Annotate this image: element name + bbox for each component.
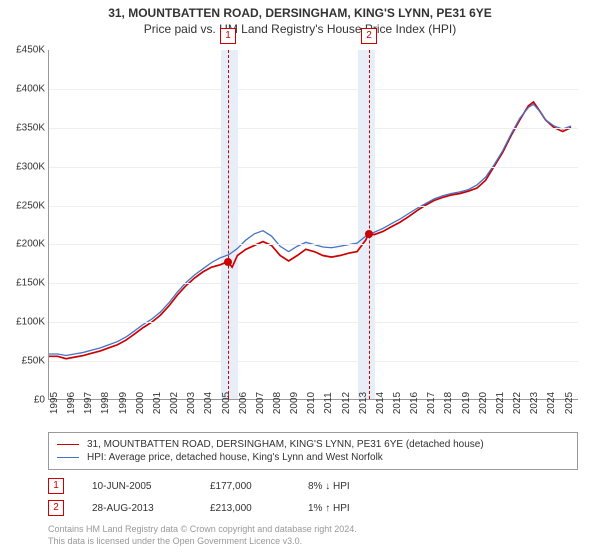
y-axis-label: £400K [16, 83, 45, 94]
y-axis-label: £50K [22, 356, 45, 367]
x-axis-label: 2006 [238, 392, 249, 414]
sale-marker-2: 2 [48, 500, 64, 516]
y-axis-label: £100K [16, 317, 45, 328]
gridline [49, 206, 578, 207]
x-axis-label: 2004 [203, 392, 214, 414]
x-axis-label: 2011 [323, 392, 334, 414]
gridline [49, 89, 578, 90]
legend-item-property: 31, MOUNTBATTEN ROAD, DERSINGHAM, KING'S… [57, 439, 569, 450]
sale-row-2: 2 28-AUG-2013 £213,000 1% ↑ HPI [48, 500, 578, 516]
x-axis-label: 1995 [49, 392, 60, 414]
gridline [49, 167, 578, 168]
x-axis-label: 1998 [100, 392, 111, 414]
title-line1: 31, MOUNTBATTEN ROAD, DERSINGHAM, KING'S… [0, 6, 600, 20]
x-axis-label: 2019 [461, 392, 472, 414]
sale-date-2: 28-AUG-2013 [92, 503, 182, 514]
sale-date-1: 10-JUN-2005 [92, 481, 182, 492]
x-axis-label: 2015 [392, 392, 403, 414]
gridline [49, 128, 578, 129]
y-axis-label: £350K [16, 122, 45, 133]
x-axis-label: 2018 [443, 392, 454, 414]
x-axis-label: 2021 [495, 392, 506, 414]
y-axis-label: £250K [16, 200, 45, 211]
x-axis-label: 2023 [529, 392, 540, 414]
x-axis-label: 2013 [358, 392, 369, 414]
gridline [49, 283, 578, 284]
x-axis-label: 2024 [546, 392, 557, 414]
sales-table: 1 10-JUN-2005 £177,000 8% ↓ HPI 2 28-AUG… [48, 478, 578, 522]
x-axis-label: 2010 [306, 392, 317, 414]
sale-price-1: £177,000 [210, 481, 280, 492]
x-axis-label: 2008 [272, 392, 283, 414]
x-axis-label: 1997 [83, 392, 94, 414]
x-axis-label: 2003 [186, 392, 197, 414]
legend-item-hpi: HPI: Average price, detached house, King… [57, 452, 569, 463]
chart-container: 31, MOUNTBATTEN ROAD, DERSINGHAM, KING'S… [0, 0, 600, 560]
x-axis-label: 2020 [478, 392, 489, 414]
sale-price-2: £213,000 [210, 503, 280, 514]
y-axis-label: £450K [16, 45, 45, 56]
x-axis-label: 2017 [426, 392, 437, 414]
sale-delta-1: 8% ↓ HPI [308, 481, 388, 492]
gridline [49, 322, 578, 323]
x-axis-label: 2016 [409, 392, 420, 414]
sale-marker-box: 2 [361, 28, 377, 44]
sale-point [224, 258, 232, 266]
sale-delta-2: 1% ↑ HPI [308, 503, 388, 514]
gridline [49, 244, 578, 245]
footer-line2: This data is licensed under the Open Gov… [48, 536, 578, 548]
footer-line1: Contains HM Land Registry data © Crown c… [48, 524, 578, 536]
x-axis-label: 1999 [118, 392, 129, 414]
x-axis-label: 2007 [255, 392, 266, 414]
chart-lines-svg [49, 50, 578, 399]
x-axis-label: 2000 [135, 392, 146, 414]
title-block: 31, MOUNTBATTEN ROAD, DERSINGHAM, KING'S… [0, 0, 600, 36]
legend: 31, MOUNTBATTEN ROAD, DERSINGHAM, KING'S… [48, 432, 578, 470]
sale-dashed-line [228, 50, 229, 399]
y-axis-label: £200K [16, 239, 45, 250]
sale-dashed-line [369, 50, 370, 399]
legend-label-hpi: HPI: Average price, detached house, King… [87, 452, 383, 463]
sale-row-1: 1 10-JUN-2005 £177,000 8% ↓ HPI [48, 478, 578, 494]
chart-plot-area: £0£50K£100K£150K£200K£250K£300K£350K£400… [48, 50, 578, 400]
footer: Contains HM Land Registry data © Crown c… [48, 524, 578, 547]
x-axis-label: 2012 [341, 392, 352, 414]
sale-point [365, 230, 373, 238]
y-axis-label: £0 [34, 395, 45, 406]
x-axis-label: 2014 [375, 392, 386, 414]
series-property [49, 102, 571, 359]
gridline [49, 361, 578, 362]
y-axis-label: £150K [16, 278, 45, 289]
x-axis-label: 1996 [66, 392, 77, 414]
title-line2: Price paid vs. HM Land Registry's House … [0, 22, 600, 36]
series-hpi [49, 104, 571, 355]
x-axis-label: 2022 [512, 392, 523, 414]
legend-swatch-hpi [57, 457, 79, 458]
x-axis-label: 2025 [564, 392, 575, 414]
x-axis-label: 2002 [169, 392, 180, 414]
y-axis-label: £300K [16, 161, 45, 172]
sale-marker-1: 1 [48, 478, 64, 494]
x-axis-label: 2009 [289, 392, 300, 414]
x-axis-label: 2005 [221, 392, 232, 414]
x-axis-label: 2001 [152, 392, 163, 414]
legend-swatch-property [57, 444, 79, 445]
sale-marker-box: 1 [220, 28, 236, 44]
legend-label-property: 31, MOUNTBATTEN ROAD, DERSINGHAM, KING'S… [87, 439, 484, 450]
